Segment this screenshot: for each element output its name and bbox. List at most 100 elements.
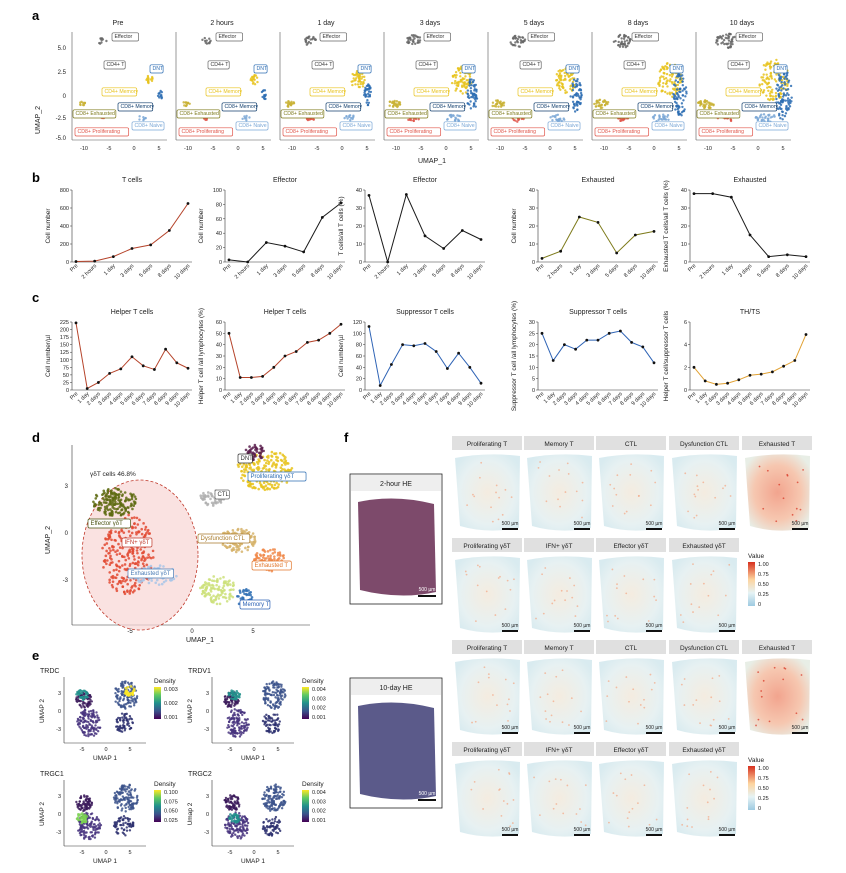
- umap-point: [305, 43, 309, 46]
- umap-point: [256, 80, 259, 84]
- tile-spot: [498, 496, 501, 499]
- umap-point: [98, 718, 101, 722]
- label-dysfunction-ctl: Dysfunction CTL: [201, 536, 246, 542]
- umap-point: [79, 103, 82, 106]
- umap-point: [361, 85, 365, 88]
- umap-point: [114, 486, 117, 490]
- umap-point: [88, 700, 92, 704]
- umap1-axis-label: UMAP_1: [186, 637, 214, 644]
- umap-point: [502, 104, 506, 107]
- umap-point: [267, 460, 271, 464]
- umap-point: [263, 828, 266, 831]
- label-cd4-memory: CD4+ Memory: [625, 89, 659, 95]
- cluster-exhausted: [284, 100, 296, 108]
- series-line: [228, 323, 342, 379]
- data-point-6-days: [294, 350, 298, 353]
- umap-point: [621, 43, 625, 46]
- chart-title: Exhausted: [581, 177, 614, 184]
- umap-point: [731, 42, 734, 46]
- umap-point: [729, 119, 733, 123]
- umap-point: [135, 796, 139, 799]
- umap-point: [264, 694, 267, 697]
- y-tick-label: 120: [353, 320, 362, 326]
- umap-point: [246, 718, 249, 721]
- umap-point: [277, 785, 280, 788]
- umap-point: [228, 545, 232, 548]
- umap-point: [277, 827, 281, 831]
- umap-point: [231, 694, 234, 697]
- umap-point: [273, 483, 277, 487]
- umap-point: [233, 717, 236, 720]
- y-tick-label: 10: [529, 242, 535, 248]
- umap-point: [658, 80, 662, 83]
- x-tick-label: 3 days: [273, 263, 289, 279]
- label-cd8-naive-box: [547, 121, 581, 131]
- umap-point: [120, 576, 124, 579]
- umap-point: [231, 827, 234, 831]
- x-tick-label: 5: [781, 146, 784, 152]
- umap-point: [265, 788, 269, 792]
- label-cd4-memory: CD4+ Memory: [313, 89, 347, 95]
- umap-point: [767, 89, 770, 93]
- umap-point: [84, 714, 87, 717]
- umap-point: [201, 38, 204, 42]
- umap-point: [115, 720, 119, 723]
- umap-point: [266, 807, 270, 810]
- umap-point: [98, 822, 101, 825]
- umap-point: [243, 821, 246, 824]
- cluster-cd8-memory: [672, 73, 688, 117]
- chart-title: Suppressor T cells: [569, 309, 627, 316]
- label-cd4-memory-box: [205, 87, 242, 97]
- umap-point: [127, 819, 130, 823]
- umap-point: [664, 82, 668, 86]
- umap-point: [519, 39, 523, 42]
- density-legend-tick: 0.003: [164, 687, 178, 693]
- umap-point: [226, 530, 229, 534]
- umap-point: [90, 726, 93, 730]
- umap-point: [224, 826, 227, 829]
- umap-point: [117, 498, 120, 502]
- x-tick-label: -5: [627, 146, 632, 152]
- y-tick-label: 25: [529, 331, 535, 337]
- umap-point: [778, 79, 781, 82]
- umap-point: [84, 820, 88, 823]
- y-tick-label: -5.0: [56, 136, 67, 142]
- umap-point: [280, 694, 284, 697]
- umap-point: [266, 555, 270, 558]
- umap-point: [87, 802, 91, 806]
- umap-point: [786, 88, 790, 91]
- x-tick-label: Pre: [687, 391, 697, 401]
- umap-point: [86, 824, 89, 827]
- umap-point: [102, 566, 105, 569]
- umap-point: [76, 803, 79, 806]
- umap-point: [774, 91, 778, 95]
- data-point-1-day: [238, 376, 242, 379]
- umap-point: [783, 77, 786, 80]
- umap-point: [266, 799, 269, 802]
- umap-point: [450, 115, 453, 119]
- umap-point: [253, 453, 257, 457]
- umap-point: [75, 696, 78, 699]
- umap-point: [124, 689, 128, 693]
- cluster-cd8-memory: [775, 68, 793, 121]
- umap-point: [273, 817, 277, 821]
- umap-point: [114, 576, 118, 580]
- tile-spot: [480, 461, 483, 464]
- umap-point: [367, 95, 370, 98]
- umap-point: [240, 465, 244, 469]
- label-cd4t: CD4+ T: [523, 62, 542, 68]
- umap-point: [204, 583, 207, 586]
- umap-point: [264, 687, 268, 691]
- umap-point: [110, 583, 114, 587]
- umap-point: [777, 94, 780, 97]
- y-tick-label: 0: [65, 531, 69, 537]
- umap-point: [142, 116, 145, 119]
- umap-point: [258, 459, 261, 463]
- he-tissue: [358, 702, 436, 800]
- umap-point: [304, 41, 308, 44]
- umap-point: [85, 807, 88, 811]
- umap-point: [102, 489, 106, 493]
- umap-point: [263, 723, 266, 726]
- umap-point: [83, 702, 87, 705]
